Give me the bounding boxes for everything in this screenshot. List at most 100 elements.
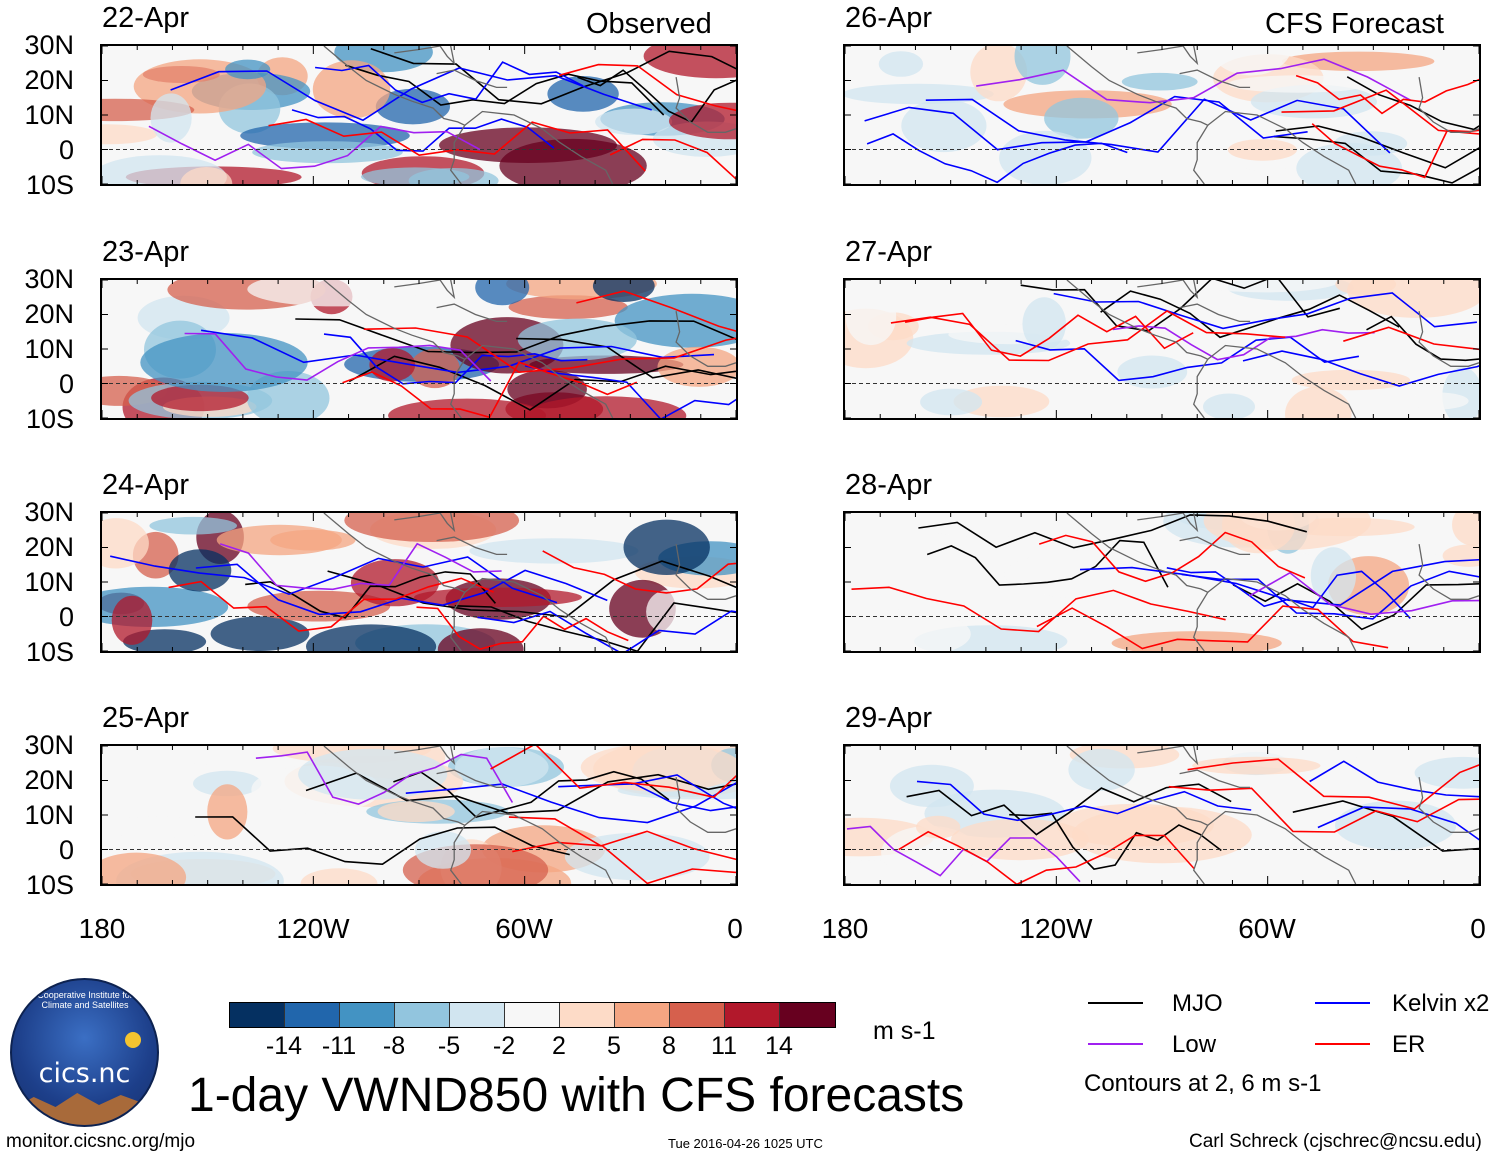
x-tick: 0 — [1470, 913, 1486, 944]
coastline — [464, 577, 614, 651]
x-tick: 0 — [727, 913, 743, 944]
anomaly-blob — [225, 59, 271, 80]
anomaly-blob — [595, 108, 673, 135]
map-svg-0 — [102, 46, 736, 184]
anomaly-blob — [1335, 280, 1397, 296]
anomaly-blob — [499, 138, 647, 184]
anomaly-blob — [889, 764, 974, 808]
contour-kelvin-x2 — [195, 563, 608, 616]
y-tick: 0 — [58, 135, 74, 165]
colorbar-units: m s-1 — [873, 1017, 936, 1045]
contour-low — [1112, 325, 1375, 361]
coastline — [675, 310, 736, 367]
coastline — [675, 543, 736, 600]
anomaly-blob — [1044, 97, 1119, 139]
anomaly-blob — [388, 398, 547, 418]
contour-mjo — [345, 64, 665, 116]
legend-label-kelvin: Kelvin x2 — [1392, 990, 1490, 1017]
anomaly-blob — [1442, 367, 1479, 418]
coastline — [323, 746, 466, 884]
anomaly-blob — [111, 595, 153, 645]
y-tick: 10S — [25, 404, 74, 434]
anomaly-blob — [668, 102, 736, 140]
anomaly-blob — [247, 590, 391, 622]
anomaly-blob — [240, 122, 410, 149]
y-tick: 30N — [24, 264, 74, 294]
anomaly-blob — [525, 396, 687, 418]
x-tick: 180 — [78, 913, 126, 944]
colorbar-tick: 8 — [662, 1032, 676, 1060]
legend-line-mjo — [1088, 1002, 1143, 1004]
coastline — [394, 280, 456, 300]
anomaly-blob — [953, 385, 1050, 418]
panel-date-2: 24-Apr — [102, 469, 190, 501]
anomaly-blob — [140, 333, 308, 392]
coastline — [394, 46, 456, 66]
coastline — [675, 76, 736, 133]
cics-logo: Cooperative Institute for Climate and Sa… — [10, 978, 159, 1127]
anomaly-blob — [306, 624, 437, 651]
y-tick: 20N — [24, 65, 74, 95]
coastline — [1179, 303, 1251, 323]
coastline — [464, 110, 614, 184]
contour-er — [576, 290, 736, 332]
contour-mjo — [1275, 125, 1479, 169]
colorbar-swatch — [450, 1003, 505, 1027]
anomaly-blob — [377, 800, 455, 823]
anomaly-blob — [901, 99, 987, 153]
y-tick: 20N — [24, 765, 74, 795]
anomaly-blob — [1119, 857, 1193, 884]
anomaly-blob — [970, 46, 1028, 102]
anomaly-blob — [300, 868, 378, 884]
anomaly-blob — [475, 280, 530, 306]
y-tick: 0 — [58, 602, 74, 632]
coastline — [1179, 536, 1251, 556]
contour-note: Contours at 2, 6 m s-1 — [1084, 1070, 1322, 1097]
anomaly-blob — [1296, 142, 1403, 184]
y-tick: 30N — [24, 730, 74, 760]
contour-low — [219, 542, 502, 591]
mountain-icon — [12, 1093, 157, 1125]
contour-mjo — [1009, 812, 1222, 870]
map-panel-7 — [843, 744, 1481, 886]
panel-date-6: 28-Apr — [845, 469, 933, 501]
map-svg-1 — [102, 280, 736, 418]
colorbar-tick: -14 — [265, 1032, 303, 1060]
anomaly-blob — [845, 83, 994, 105]
anomaly-blob — [1068, 748, 1135, 791]
contour-mjo — [918, 514, 1308, 549]
panel-date-1: 23-Apr — [102, 236, 190, 268]
colorbar-swatch — [505, 1003, 560, 1027]
contour-mjo — [1100, 290, 1400, 339]
colorbar-swatch — [725, 1003, 780, 1027]
y-tick: 10N — [24, 334, 74, 364]
colorbar-swatch — [340, 1003, 395, 1027]
coastline — [1207, 577, 1357, 651]
contour-er — [609, 138, 736, 180]
anomaly-blob — [1014, 46, 1071, 85]
coastline — [1066, 746, 1209, 884]
coastline — [436, 536, 508, 556]
anomaly-blob — [999, 130, 1092, 184]
contour-er — [268, 118, 646, 172]
contour-er — [1036, 605, 1389, 650]
colorbar-swatch — [615, 1003, 670, 1027]
panel-date-0: 22-Apr — [102, 2, 190, 34]
legend-label-er: ER — [1392, 1031, 1426, 1058]
y-tick: 10S — [25, 870, 74, 900]
contour-er — [542, 550, 736, 594]
contour-kelvin-x2 — [1015, 336, 1360, 382]
panel-date-5: 27-Apr — [845, 236, 933, 268]
anomaly-blob — [1022, 297, 1066, 351]
anomaly-blob — [1414, 756, 1479, 789]
panel-date-3: 25-Apr — [102, 702, 190, 734]
contour-er — [1168, 785, 1479, 833]
anomaly-blob — [1407, 392, 1469, 410]
anomaly-blob — [252, 141, 403, 164]
anomaly-blob — [180, 167, 233, 184]
anomaly-blob — [845, 287, 897, 346]
anomaly-blob — [168, 549, 232, 592]
panel-date-4: 26-Apr — [845, 2, 933, 34]
anomaly-blob — [1228, 75, 1369, 93]
anomaly-blob — [414, 587, 582, 607]
